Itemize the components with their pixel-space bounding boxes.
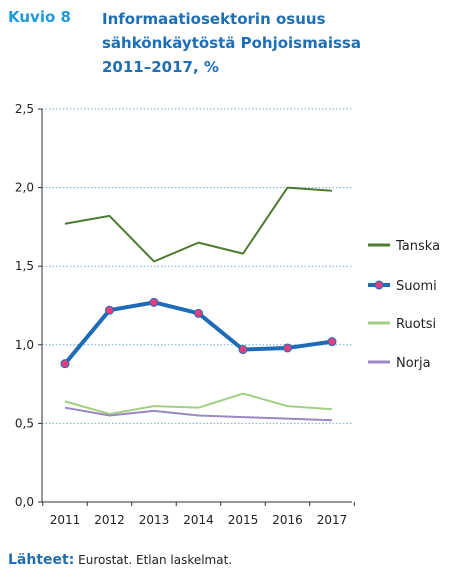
y-tick-label: 1,0 [15, 338, 34, 352]
y-tick-label: 0,0 [15, 495, 34, 509]
data-point-suomi [60, 359, 70, 369]
data-point-suomi [149, 297, 159, 307]
chart-title-line-3: 2011–2017, % [102, 58, 219, 76]
data-point-suomi [194, 308, 203, 318]
series-line-ruotsi [64, 392, 333, 415]
x-tick-label: 2017 [317, 513, 348, 527]
x-tick-label: 2013 [139, 513, 170, 527]
series-line-norja [64, 406, 333, 422]
x-tick-label: 2014 [183, 513, 214, 527]
chart-title-line-1: Informaatiosektorin osuus [102, 10, 326, 28]
legend-marker-suomi [374, 280, 384, 290]
y-tick-label: 2,0 [15, 181, 34, 195]
y-tick-label: 1,5 [15, 259, 34, 273]
line-chart: 0,0 0,5 1,0 1,5 2,0 2,5 2011 2012 2013 2014 2015 20… [15, 102, 440, 527]
figure-label: Kuvio 8 [8, 8, 71, 26]
chart-title-line-2: sähkönkäytöstä Pohjoismaissa [102, 34, 361, 52]
data-point-suomi [238, 345, 248, 355]
x-tick-label: 2011 [50, 513, 81, 527]
source-note: Lähteet: Eurostat. Etlan laskelmat. [8, 552, 232, 568]
legend-label-ruotsi: Ruotsi [396, 317, 436, 332]
source-label: Lähteet: [8, 552, 75, 568]
x-tick-label: 2016 [272, 513, 303, 527]
legend-label-tanska: Tanska [395, 239, 440, 254]
data-point-suomi [283, 343, 292, 353]
legend-label-suomi: Suomi [396, 279, 437, 294]
data-point-suomi [105, 305, 114, 315]
legend-label-norja: Norja [396, 356, 431, 371]
y-tick-label: 2,5 [15, 102, 34, 116]
chart-title: Informaatiosektorin osuus sähkönkäytöstä… [102, 7, 442, 79]
data-point-suomi [327, 337, 337, 347]
x-tick-label: 2015 [228, 513, 259, 527]
x-tick-label: 2012 [94, 513, 125, 527]
source-text: Eurostat. Etlan laskelmat. [78, 553, 233, 567]
y-tick-label: 0,5 [15, 416, 34, 430]
series-line-tanska [64, 186, 333, 263]
